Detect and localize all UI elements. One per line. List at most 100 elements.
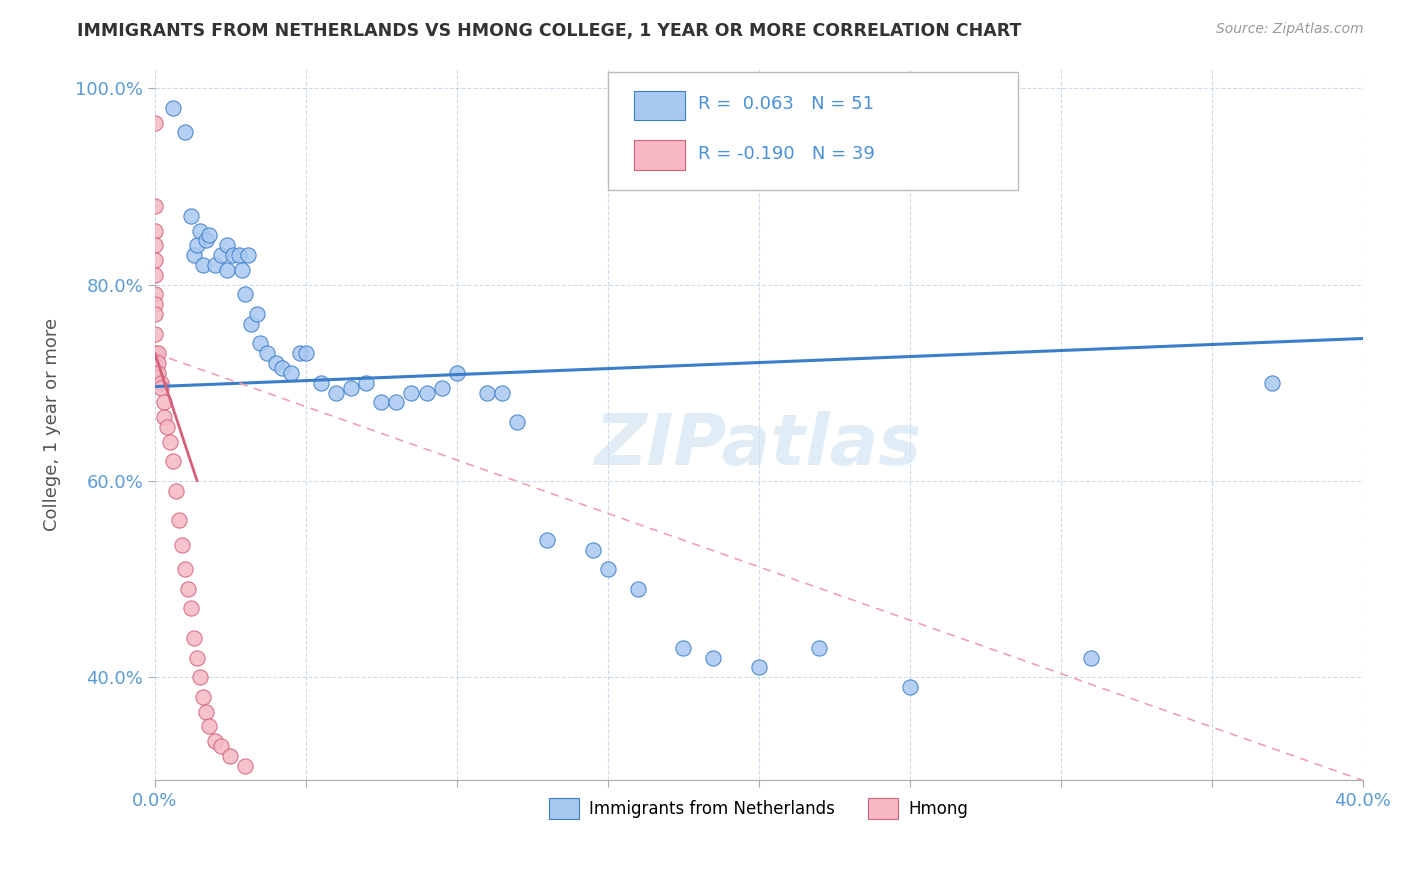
Point [270,361,292,376]
Point [183,631,205,645]
Point [188,223,211,237]
Point [627,582,650,596]
Point [162,454,184,468]
Point [143,238,166,252]
Point [204,258,226,272]
Point [240,317,263,331]
Point [186,238,208,252]
Text: IMMIGRANTS FROM NETHERLANDS VS HMONG COLLEGE, 1 YEAR OR MORE CORRELATION CHART: IMMIGRANTS FROM NETHERLANDS VS HMONG COL… [77,22,1022,40]
Point [143,268,166,282]
Point [146,366,169,380]
Point [143,346,166,360]
Point [188,670,211,684]
Point [702,650,724,665]
Point [183,248,205,262]
Point [309,376,332,390]
Point [370,395,392,409]
Point [156,420,179,434]
Point [325,385,347,400]
Point [146,356,169,370]
Point [217,262,239,277]
Point [217,238,239,252]
Point [219,748,242,763]
Point [159,434,181,449]
Point [146,346,169,360]
Point [143,297,166,311]
Point [385,395,408,409]
Point [153,410,176,425]
Point [446,366,468,380]
Point [170,538,193,552]
Point [143,252,166,267]
Point [536,533,558,547]
Point [195,233,218,247]
Point [1261,376,1284,390]
Point [174,125,197,139]
Point [149,381,172,395]
Bar [634,140,685,170]
Bar [634,91,685,120]
Point [180,209,202,223]
Legend: Immigrants from Netherlands, Hmong: Immigrants from Netherlands, Hmong [543,792,974,825]
Point [191,690,214,704]
Point [235,758,257,772]
Point [256,346,278,360]
Point [143,199,166,213]
Point [191,258,214,272]
Point [143,356,166,370]
Point [581,542,603,557]
Point [167,513,190,527]
Point [204,734,226,748]
Text: R =  0.063   N = 51: R = 0.063 N = 51 [699,95,875,113]
Point [238,248,260,262]
Point [506,415,529,429]
Point [491,385,513,400]
Point [246,307,269,321]
Point [354,376,377,390]
Point [264,356,287,370]
Point [280,366,302,380]
Point [209,248,232,262]
Text: Source: ZipAtlas.com: Source: ZipAtlas.com [1216,22,1364,37]
Text: ZIPatlas: ZIPatlas [595,411,922,480]
Point [231,262,253,277]
Point [430,381,453,395]
Point [228,248,250,262]
Point [401,385,423,400]
Point [1080,650,1102,665]
Point [294,346,316,360]
Point [143,115,166,129]
Point [808,640,831,655]
Point [198,228,221,243]
Point [143,366,166,380]
Point [415,385,437,400]
Point [165,483,187,498]
Point [209,739,232,753]
Point [174,562,197,576]
Point [198,719,221,733]
Point [748,660,770,674]
Point [235,287,257,301]
Text: R = -0.190   N = 39: R = -0.190 N = 39 [699,145,875,163]
Point [180,601,202,615]
Point [596,562,619,576]
Point [143,307,166,321]
Point [143,326,166,341]
Point [143,223,166,237]
Point [672,640,695,655]
FancyBboxPatch shape [607,72,1018,189]
Y-axis label: College, 1 year or more: College, 1 year or more [44,318,60,531]
Point [162,101,184,115]
Point [143,287,166,301]
Point [222,248,245,262]
Point [249,336,271,351]
Point [475,385,498,400]
Point [898,680,921,694]
Point [149,376,172,390]
Point [195,705,218,719]
Point [340,381,363,395]
Point [177,582,200,596]
Point [153,395,176,409]
Point [288,346,311,360]
Point [186,650,208,665]
